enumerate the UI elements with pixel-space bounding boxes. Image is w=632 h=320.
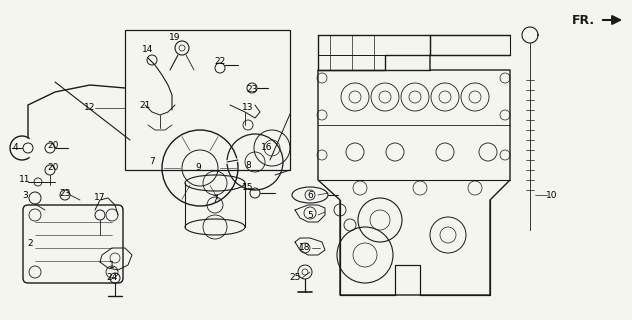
Bar bbox=[125, 30, 290, 170]
Text: 23: 23 bbox=[246, 85, 258, 94]
Text: 6: 6 bbox=[307, 190, 313, 199]
Text: 23: 23 bbox=[59, 188, 71, 197]
Text: 11: 11 bbox=[19, 175, 31, 185]
Text: 22: 22 bbox=[214, 58, 226, 67]
Text: FR.: FR. bbox=[572, 13, 595, 27]
Text: 2: 2 bbox=[27, 238, 33, 247]
Text: 4: 4 bbox=[12, 143, 18, 153]
Text: 16: 16 bbox=[261, 143, 273, 153]
Text: 20: 20 bbox=[47, 164, 59, 172]
Text: 24: 24 bbox=[106, 274, 118, 283]
Text: 7: 7 bbox=[149, 157, 155, 166]
Text: 5: 5 bbox=[307, 211, 313, 220]
Text: 15: 15 bbox=[242, 183, 254, 193]
Text: 12: 12 bbox=[84, 103, 95, 113]
Text: 9: 9 bbox=[195, 164, 201, 172]
Text: 18: 18 bbox=[299, 244, 311, 252]
Text: 17: 17 bbox=[94, 193, 106, 202]
Text: 3: 3 bbox=[22, 191, 28, 201]
Text: 25: 25 bbox=[289, 274, 301, 283]
Text: 19: 19 bbox=[169, 34, 181, 43]
Text: 13: 13 bbox=[242, 103, 254, 113]
Text: 10: 10 bbox=[546, 190, 558, 199]
Text: 21: 21 bbox=[139, 100, 150, 109]
Text: 7: 7 bbox=[212, 196, 218, 204]
Text: 20: 20 bbox=[47, 140, 59, 149]
Text: 1: 1 bbox=[109, 260, 115, 269]
Text: 14: 14 bbox=[142, 45, 154, 54]
Text: 8: 8 bbox=[245, 161, 251, 170]
